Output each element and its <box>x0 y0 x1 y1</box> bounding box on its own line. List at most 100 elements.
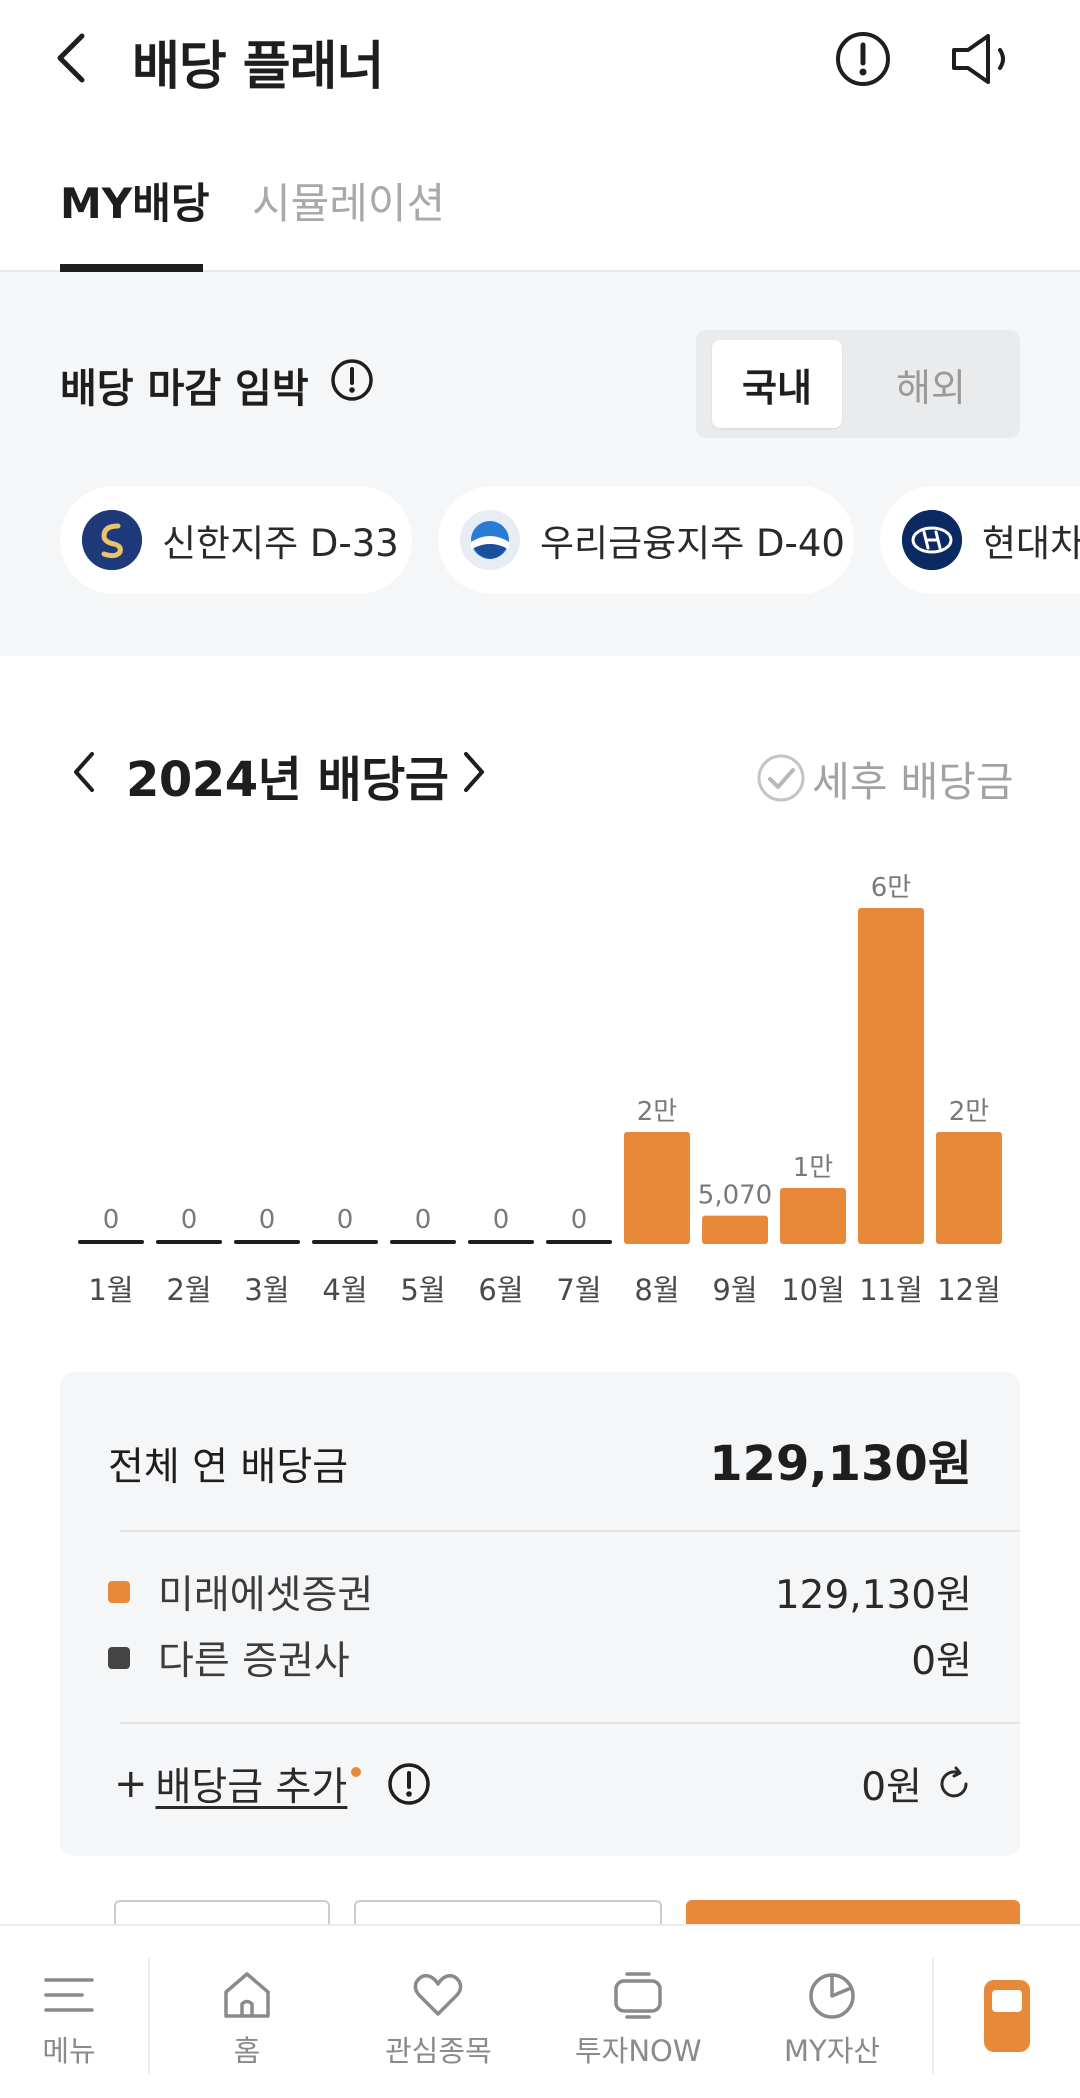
after-tax-toggle[interactable]: 세후 배당금 <box>756 748 1014 808</box>
after-tax-label: 세후 배당금 <box>812 758 1014 806</box>
chart-data-label: 2만 <box>949 1097 989 1127</box>
market-segment-control: 국내 해외 <box>696 330 1020 438</box>
chart-month-label: 1월 <box>88 1273 133 1307</box>
chart-bar[interactable] <box>156 1240 222 1244</box>
nav-separator <box>932 1958 934 2074</box>
total-label: 전체 연 배당금 <box>108 1445 349 1490</box>
tab-bar: MY배당 시뮬레이션 <box>0 150 1080 272</box>
deadline-title: 배당 마감 임박 <box>60 366 309 412</box>
chart-bar[interactable] <box>468 1240 534 1244</box>
chart-bar[interactable] <box>624 1132 690 1244</box>
chart-data-label: 1만 <box>793 1153 833 1183</box>
active-tab-indicator <box>60 264 203 272</box>
legend-value: 0원 <box>911 1639 972 1684</box>
refresh-icon[interactable] <box>936 1766 972 1802</box>
speaker-icon[interactable] <box>948 30 1012 88</box>
nav-watchlist[interactable]: 관심종목 <box>385 1968 492 2070</box>
legend-swatch <box>108 1647 130 1669</box>
legend-row-mirae: 미래에셋증권 129,130원 <box>108 1564 972 1620</box>
pie-chart-icon <box>809 1973 855 2019</box>
tab-my-dividend[interactable]: MY배당 <box>60 179 210 228</box>
legend-label: 미래에셋증권 <box>158 1573 374 1618</box>
chart-month-label: 6월 <box>478 1273 523 1307</box>
chevron-left-icon[interactable] <box>70 748 100 796</box>
chart-bar[interactable] <box>780 1188 846 1244</box>
chart-month-label: 9월 <box>712 1273 757 1307</box>
deadline-chip-list: 신한지주 D-33 우리금융지주 D-40 현대차 <box>60 486 1080 596</box>
nav-separator <box>148 1958 150 2074</box>
segment-overseas[interactable]: 해외 <box>896 365 966 410</box>
added-value-text: 0원 <box>861 1765 922 1810</box>
shinhan-logo-icon <box>82 510 142 570</box>
chart-data-label: 6만 <box>871 873 911 903</box>
nav-label: 투자NOW <box>575 2034 702 2068</box>
chart-data-label: 5,070 <box>698 1181 772 1211</box>
chip-hyundai[interactable]: 현대차 <box>880 486 1080 594</box>
legend-value: 129,130원 <box>774 1573 972 1618</box>
chart-month-label: 12월 <box>937 1273 1001 1307</box>
total-value: 129,130원 <box>709 1436 972 1492</box>
chart-data-label: 0 <box>337 1205 354 1235</box>
chart-data-label: 0 <box>259 1205 276 1235</box>
home-icon <box>224 1972 270 2018</box>
header: 배당 플래너 <box>0 0 1080 118</box>
chip-shinhan[interactable]: 신한지주 D-33 <box>60 486 412 594</box>
chart-bar[interactable] <box>234 1240 300 1244</box>
nav-label: MY자산 <box>784 2034 881 2068</box>
phone-app-icon[interactable] <box>984 1980 1030 2052</box>
chart-data-label: 0 <box>103 1205 120 1235</box>
added-dividend-value: 0원 <box>861 1756 972 1812</box>
chip-label: 신한지주 D-33 <box>162 522 399 565</box>
add-dividend-link[interactable]: 배당금 추가 <box>155 1765 348 1810</box>
bar-chart-svg: 0 1월 0 2월 0 3월 0 4월 0 5월 0 6월 0 7월 2만 8월 5,070 9월 1만 10월 6만 1… <box>78 873 1002 1307</box>
chip-label: 우리금융지주 D-40 <box>540 522 845 565</box>
chart-bar[interactable] <box>312 1240 378 1244</box>
nav-my-assets[interactable]: MY자산 <box>784 1968 880 2070</box>
menu-icon <box>44 1978 94 2012</box>
chart-data-label: 0 <box>571 1205 588 1235</box>
tab-simulation[interactable]: 시뮬레이션 <box>252 179 446 228</box>
chart-bar[interactable] <box>936 1132 1002 1244</box>
nav-label: 홈 <box>233 2034 261 2068</box>
chart-bar[interactable] <box>702 1215 768 1244</box>
chart-month-label: 4월 <box>322 1273 367 1307</box>
exclamation-circle-icon[interactable] <box>387 1762 431 1806</box>
exclamation-circle-icon[interactable] <box>330 358 374 402</box>
chart-bar[interactable] <box>858 908 924 1244</box>
heart-icon <box>414 1973 463 2016</box>
hyundai-logo-icon <box>902 510 962 570</box>
dividend-deadline-section: 배당 마감 임박 국내 해외 신한지주 D-33 <box>0 272 1080 656</box>
divider <box>120 1530 1020 1532</box>
nav-label: 메뉴 <box>42 2034 96 2068</box>
legend-label: 다른 증권사 <box>158 1639 350 1684</box>
page-title: 배당 플래너 <box>132 37 384 97</box>
chip-label: 현대차 <box>982 522 1080 565</box>
chip-woori[interactable]: 우리금융지주 D-40 <box>438 486 854 594</box>
chart-data-label: 0 <box>415 1205 432 1235</box>
chevron-right-icon[interactable] <box>458 748 488 796</box>
chart-month-label: 7월 <box>556 1273 601 1307</box>
chart-bar[interactable] <box>390 1240 456 1244</box>
year-title: 2024년 배당금 <box>126 752 449 808</box>
plus-icon[interactable]: + <box>114 1761 148 1807</box>
nav-home[interactable]: 홈 <box>220 1968 274 2070</box>
exclamation-circle-icon[interactable] <box>834 30 892 88</box>
nav-invest-now[interactable]: 투자NOW <box>575 1968 702 2070</box>
nav-menu[interactable]: 메뉴 <box>42 1968 96 2070</box>
annual-summary-card: 전체 연 배당금 129,130원 미래에셋증권 129,130원 다른 증권사… <box>60 1372 1020 1856</box>
chart-bar[interactable] <box>546 1240 612 1244</box>
chart-month-label: 11월 <box>859 1273 923 1307</box>
chart-month-label: 5월 <box>400 1273 445 1307</box>
add-dividend-row: + 배당금 추가 <box>114 1756 431 1812</box>
divider <box>120 1722 1020 1724</box>
new-dot-badge <box>351 1767 362 1777</box>
chart-data-label: 2만 <box>637 1097 677 1127</box>
check-circle-icon <box>757 754 805 802</box>
chart-month-label: 10월 <box>781 1273 845 1307</box>
monthly-dividend-chart: 0 1월 0 2월 0 3월 0 4월 0 5월 0 6월 0 7월 2만 8월 5,070 9월 1만 10월 6만 1… <box>0 840 1080 1320</box>
chart-bar[interactable] <box>78 1240 144 1244</box>
segment-domestic[interactable]: 국내 <box>712 340 842 428</box>
chart-data-label: 0 <box>181 1205 198 1235</box>
bottom-nav: 메뉴 홈 관심종목 투자NOW MY자산 <box>0 1924 1080 2098</box>
chevron-left-icon[interactable] <box>52 30 92 86</box>
